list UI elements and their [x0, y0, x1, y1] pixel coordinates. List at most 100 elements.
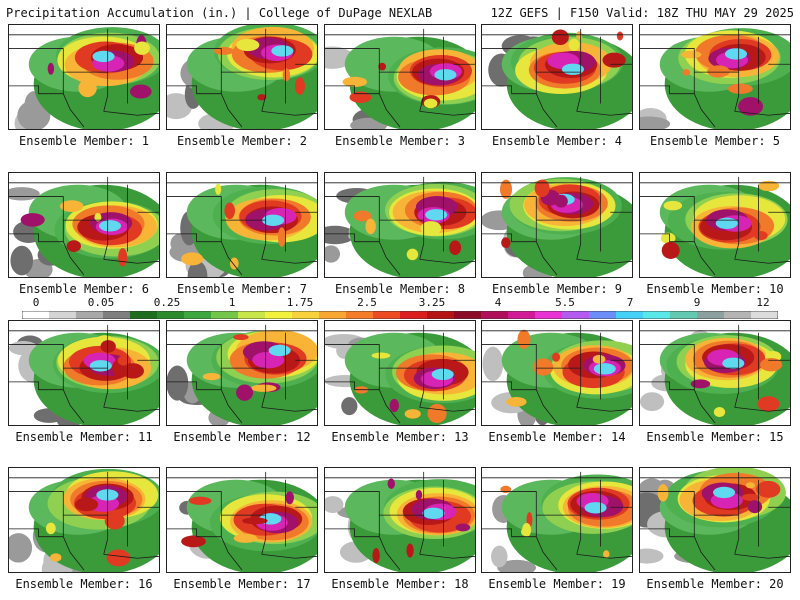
precip-cell — [690, 379, 711, 389]
state-border — [734, 471, 740, 555]
precip-cell — [188, 496, 212, 505]
ensemble-member-label: Ensemble Member: 1 — [18, 134, 150, 148]
state-border — [535, 220, 558, 276]
precip-cell — [753, 231, 768, 241]
ensemble-member-map — [639, 320, 791, 426]
state-border — [640, 233, 695, 243]
state-border — [103, 28, 109, 112]
precip-cell — [757, 396, 780, 412]
light-precip-area — [341, 397, 358, 416]
precip-field — [640, 324, 790, 425]
light-precip-area — [325, 496, 344, 513]
precip-area — [99, 220, 122, 232]
precip-cell — [741, 493, 760, 501]
state-border — [576, 324, 582, 408]
state-border — [734, 176, 740, 260]
precip-cell — [602, 52, 626, 68]
ensemble-member-label: Ensemble Member: 14 — [488, 430, 626, 444]
state-border — [261, 553, 317, 559]
ensemble-member-map — [324, 172, 476, 278]
precip-cell — [224, 202, 235, 220]
precip-cell — [423, 98, 438, 109]
precip-area — [425, 209, 448, 221]
precip-cell — [455, 523, 471, 532]
colorbar-swatch — [481, 311, 509, 319]
state-border — [734, 406, 790, 412]
colorbar-tick-label: 1.75 — [286, 296, 314, 309]
precip-cell — [100, 340, 116, 353]
state-border — [693, 368, 716, 424]
ensemble-member-label: Ensemble Member: 3 — [334, 134, 466, 148]
ensemble-member-map — [639, 172, 791, 278]
precip-cell — [534, 179, 550, 197]
precip-cell — [277, 227, 286, 247]
state-border — [261, 258, 317, 264]
light-precip-area — [640, 392, 665, 412]
precip-cell — [616, 31, 624, 41]
state-border — [640, 528, 695, 538]
colorbar-tick-label: 9 — [693, 296, 701, 309]
colorbar-swatch — [643, 311, 671, 319]
colorbar-tick-label: 3.25 — [418, 296, 446, 309]
precip-area — [593, 363, 616, 375]
ensemble-member-label: Ensemble Member: 16 — [15, 577, 153, 591]
ensemble-member-label: Ensemble Member: 2 — [176, 134, 308, 148]
state-border — [325, 491, 424, 516]
state-border — [419, 28, 425, 112]
precip-cell — [517, 329, 531, 349]
ensemble-member-map — [8, 24, 160, 130]
precip-cell — [406, 543, 414, 558]
state-border — [261, 110, 317, 116]
ensemble-member-label: Ensemble Member: 20 — [646, 577, 784, 591]
precip-cell — [592, 354, 606, 364]
ensemble-member-map — [481, 172, 633, 278]
state-border — [103, 324, 109, 408]
ensemble-member-map — [8, 172, 160, 278]
state-border — [261, 176, 267, 260]
state-border — [9, 48, 108, 73]
ensemble-member-label: Ensemble Member: 12 — [173, 430, 311, 444]
colorbar-tick-label: 0.25 — [153, 296, 181, 309]
precip-cell — [236, 38, 260, 52]
state-border — [576, 553, 632, 559]
precip-cell — [427, 403, 447, 424]
colorbar-swatch — [103, 311, 131, 319]
precip-cell — [738, 97, 764, 116]
precip-area — [252, 351, 285, 369]
precip-cell — [420, 221, 442, 236]
precip-cell — [134, 41, 150, 55]
state-border — [640, 85, 695, 95]
precip-cell — [404, 409, 421, 419]
precip-cell — [106, 549, 131, 567]
precip-cell — [349, 91, 372, 103]
state-border — [576, 406, 632, 412]
precip-cell — [213, 47, 234, 55]
precip-cell — [551, 29, 569, 46]
state-border — [419, 471, 425, 555]
precip-cell — [66, 240, 81, 252]
precip-cell — [129, 84, 152, 99]
precipitation-colorbar — [22, 311, 778, 319]
precip-cell — [371, 352, 391, 359]
colorbar-swatch — [49, 311, 77, 319]
state-border — [734, 110, 790, 116]
state-border — [325, 233, 380, 243]
light-precip-area — [9, 533, 33, 563]
state-border — [167, 233, 222, 243]
state-border — [103, 471, 109, 555]
state-border — [103, 176, 109, 260]
colorbar-swatch — [265, 311, 293, 319]
state-border — [9, 381, 64, 391]
ensemble-member-map — [166, 320, 318, 426]
precip-cell — [660, 232, 676, 244]
precip-cell — [522, 523, 532, 537]
precip-field — [640, 28, 790, 129]
ensemble-member-label: Ensemble Member: 8 — [334, 282, 466, 296]
state-border — [482, 233, 537, 243]
state-border — [62, 515, 85, 571]
light-precip-area — [640, 548, 664, 564]
precip-cell — [727, 83, 753, 94]
state-border — [220, 515, 243, 571]
precip-field — [640, 176, 790, 277]
ensemble-member-map — [166, 24, 318, 130]
